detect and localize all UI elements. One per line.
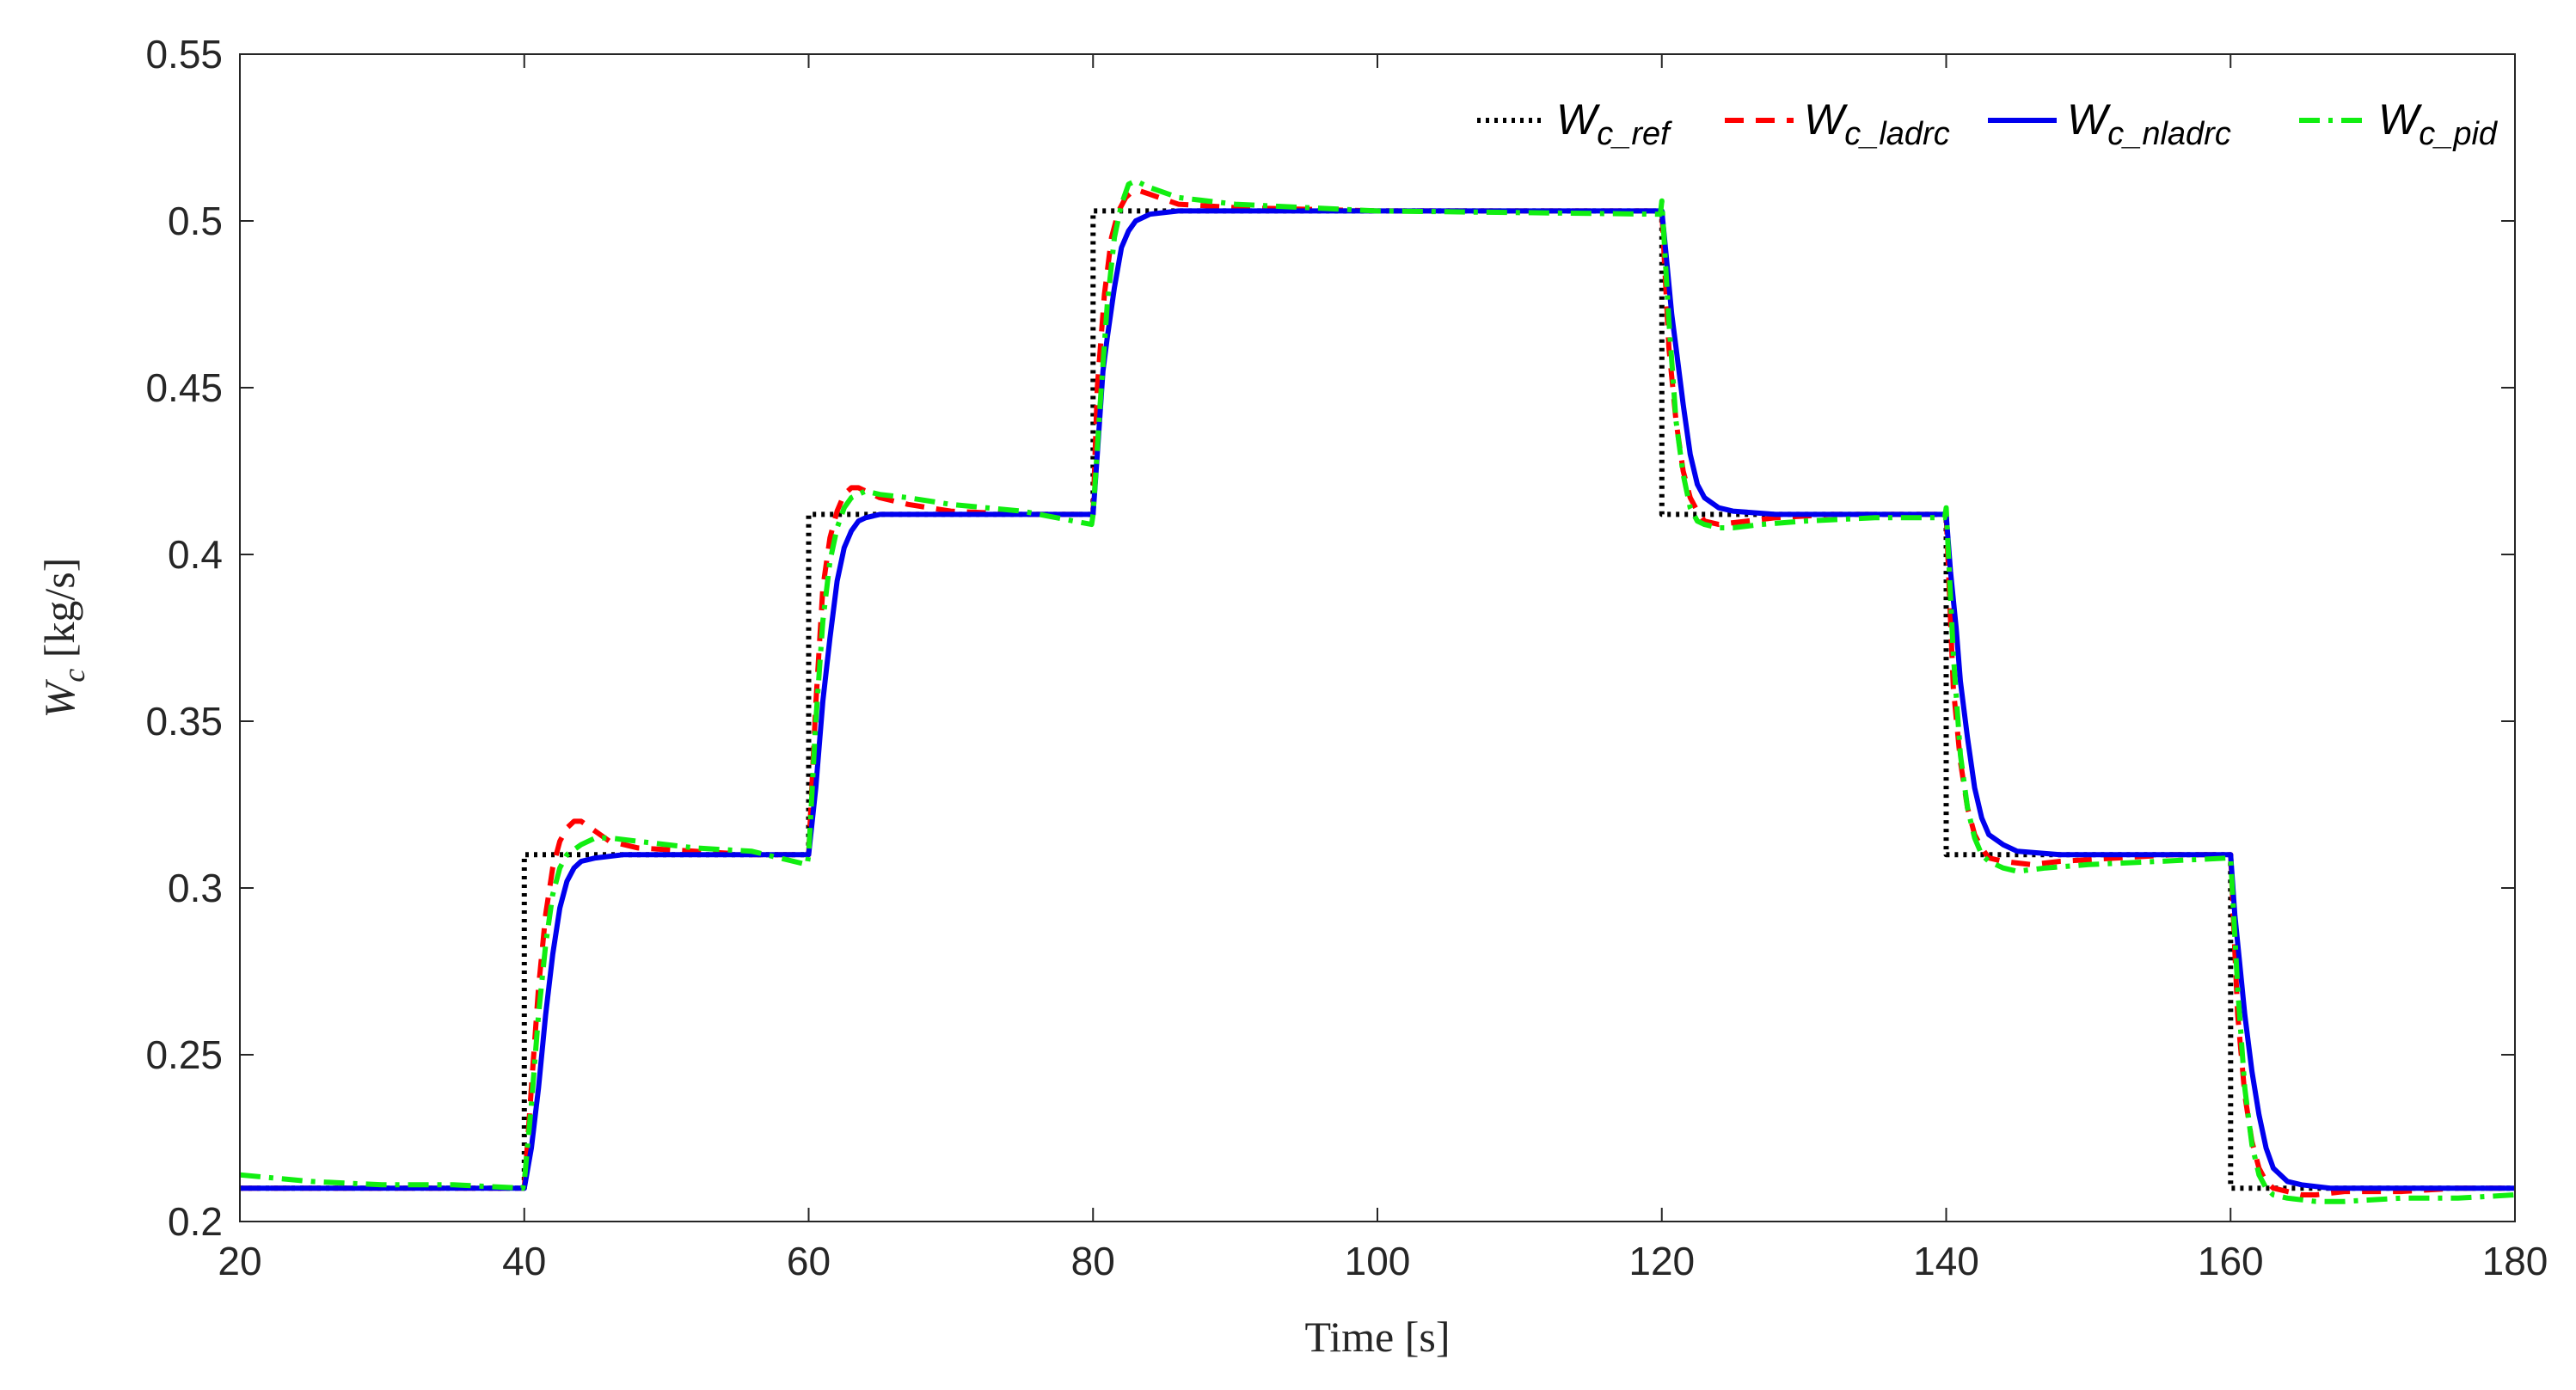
y-tick-label: 0.45 xyxy=(145,365,223,410)
y-axis-title-unit: [kg/s] xyxy=(35,558,83,669)
x-tick-label: 140 xyxy=(1913,1239,1979,1283)
y-tick-label: 0.2 xyxy=(168,1199,223,1244)
legend-label: Wc_ref xyxy=(1556,95,1672,152)
x-tick-label: 180 xyxy=(2482,1239,2548,1283)
y-tick-label: 0.55 xyxy=(145,32,223,77)
y-tick-label: 0.5 xyxy=(168,199,223,243)
series-layer xyxy=(240,178,2515,1204)
legend-label: Wc_pid xyxy=(2378,95,2499,152)
series-line-c-ref xyxy=(240,208,2515,1191)
x-tick-label: 20 xyxy=(218,1239,261,1283)
x-axis-title: Time [s] xyxy=(1304,1313,1450,1361)
x-tick-label: 100 xyxy=(1345,1239,1411,1283)
ticks-layer: 20 40 60 80 100 120 140 160 180 0.2 0.25 0.3 0.35 0.4… xyxy=(145,32,2548,1283)
x-tick-label: 60 xyxy=(787,1239,831,1283)
x-tick-label: 40 xyxy=(502,1239,546,1283)
legend: Wc_ref Wc_ladrc Wc_nladrc Wc_pid xyxy=(1477,95,2499,152)
legend-label: Wc_ladrc xyxy=(1804,95,1950,152)
plot-background xyxy=(240,54,2515,1222)
y-tick-label: 0.35 xyxy=(145,699,223,744)
y-tick-label: 0.3 xyxy=(168,866,223,910)
plot-frame xyxy=(239,53,2516,1222)
y-axis-title: Wc [kg/s] xyxy=(35,558,91,719)
x-tick-label: 80 xyxy=(1071,1239,1115,1283)
x-tick-label: 160 xyxy=(2198,1239,2264,1283)
y-axis-title-sub: c xyxy=(57,669,91,683)
legend-label: Wc_nladrc xyxy=(2067,95,2231,152)
series-line-c-pid xyxy=(240,178,2515,1204)
y-tick-label: 0.25 xyxy=(145,1032,223,1077)
y-tick-label: 0.4 xyxy=(168,532,223,577)
y-axis-title-main: W xyxy=(35,678,83,718)
x-tick-label: 120 xyxy=(1628,1239,1695,1283)
